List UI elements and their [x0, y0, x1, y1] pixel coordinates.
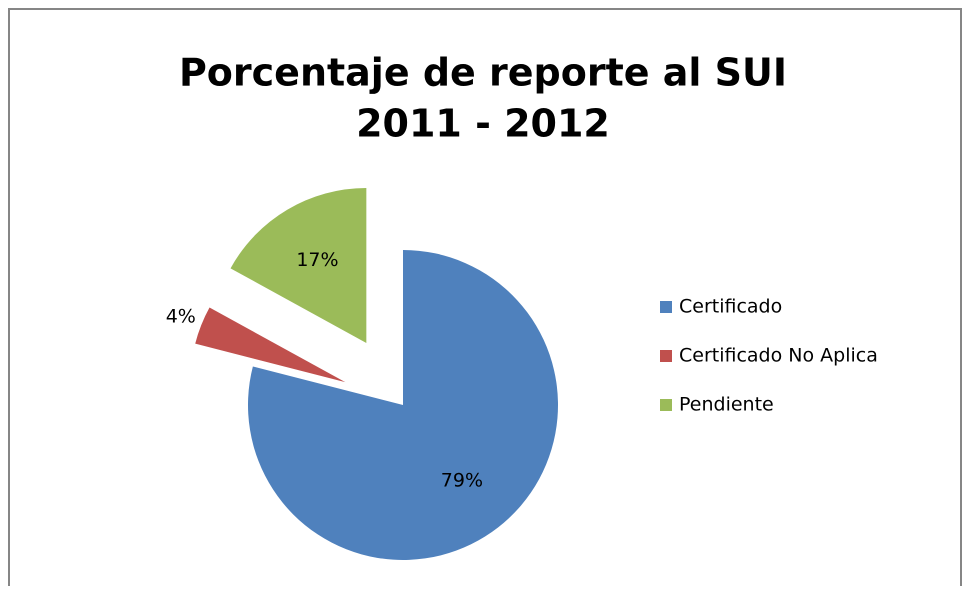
- data-label: 79%: [441, 469, 483, 491]
- legend-label: Certificado No Aplica: [679, 345, 878, 367]
- pie-slice: [195, 307, 346, 383]
- legend-label: Certificado: [679, 296, 782, 318]
- data-label: 4%: [166, 306, 196, 328]
- legend-swatch: [660, 399, 672, 411]
- legend-swatch: [660, 350, 672, 362]
- pie-slice: [248, 250, 558, 561]
- data-label: 17%: [296, 249, 338, 271]
- legend-label: Pendiente: [679, 394, 774, 416]
- chart-title: 2011 - 2012: [356, 102, 610, 146]
- chart-title: Porcentaje de reporte al SUI: [179, 51, 787, 95]
- pie-slice: [230, 188, 367, 344]
- legend-swatch: [660, 301, 672, 313]
